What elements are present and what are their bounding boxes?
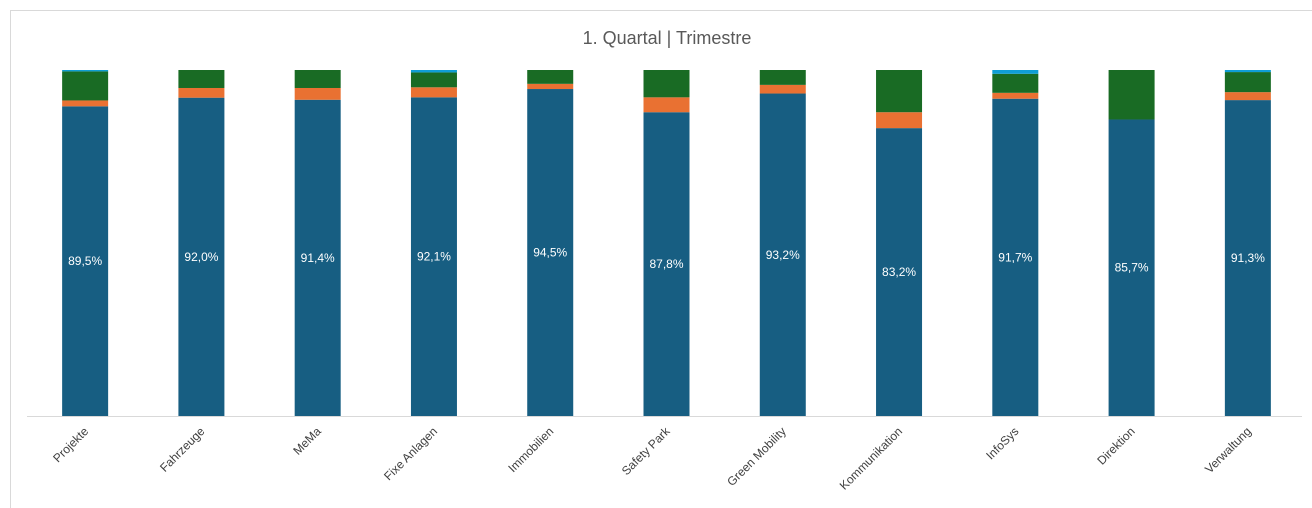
bar-segment [294, 70, 341, 88]
bar-segment [643, 112, 690, 416]
bar-segment [992, 98, 1039, 416]
data-label: 85,7% [1115, 261, 1149, 275]
data-label: 92,0% [184, 250, 218, 264]
bar-segment [992, 73, 1039, 93]
data-label: 91,4% [301, 251, 335, 265]
bar-segment [1108, 119, 1155, 416]
bar-segment [1224, 70, 1271, 73]
bar-segment [759, 70, 806, 85]
bar-segment [759, 84, 806, 94]
bar-segment [178, 97, 225, 417]
data-label: 94,5% [533, 246, 567, 260]
bar-segment [527, 89, 574, 416]
bar-segment [876, 112, 923, 129]
bar-segment [1224, 72, 1271, 93]
bar-segment [410, 72, 457, 88]
bar-segment [178, 70, 225, 88]
bar-segment [410, 87, 457, 98]
bar-segment [294, 99, 341, 417]
data-label: 83,2% [882, 265, 916, 279]
bar-segment [62, 100, 109, 107]
data-label: 93,2% [766, 248, 800, 262]
bar-segment [527, 70, 574, 84]
chart-title: 1. Quartal | Trimestre [583, 28, 752, 48]
bar-segment [643, 97, 690, 113]
bar-segment [410, 97, 457, 417]
bar-segment [992, 92, 1039, 99]
bar-segment [527, 83, 574, 90]
bar-segment [643, 70, 690, 98]
bar-segment [992, 70, 1039, 74]
bar-segment [410, 70, 457, 73]
data-label: 92,1% [417, 250, 451, 264]
bar-segment [62, 106, 109, 416]
data-label: 89,5% [68, 254, 102, 268]
bar-segment [178, 87, 225, 98]
data-label: 91,7% [998, 250, 1032, 264]
bar-segment [876, 70, 923, 113]
bar-segment [62, 70, 109, 72]
bar-segment [759, 93, 806, 416]
data-label: 91,3% [1231, 251, 1265, 265]
bar-segment [1224, 100, 1271, 417]
bar-segment [1224, 92, 1271, 101]
bar-segment [294, 87, 341, 100]
bar-segment [876, 128, 923, 417]
bar-segment [62, 71, 109, 101]
data-label: 87,8% [649, 257, 683, 271]
bar-segment [1108, 70, 1155, 120]
